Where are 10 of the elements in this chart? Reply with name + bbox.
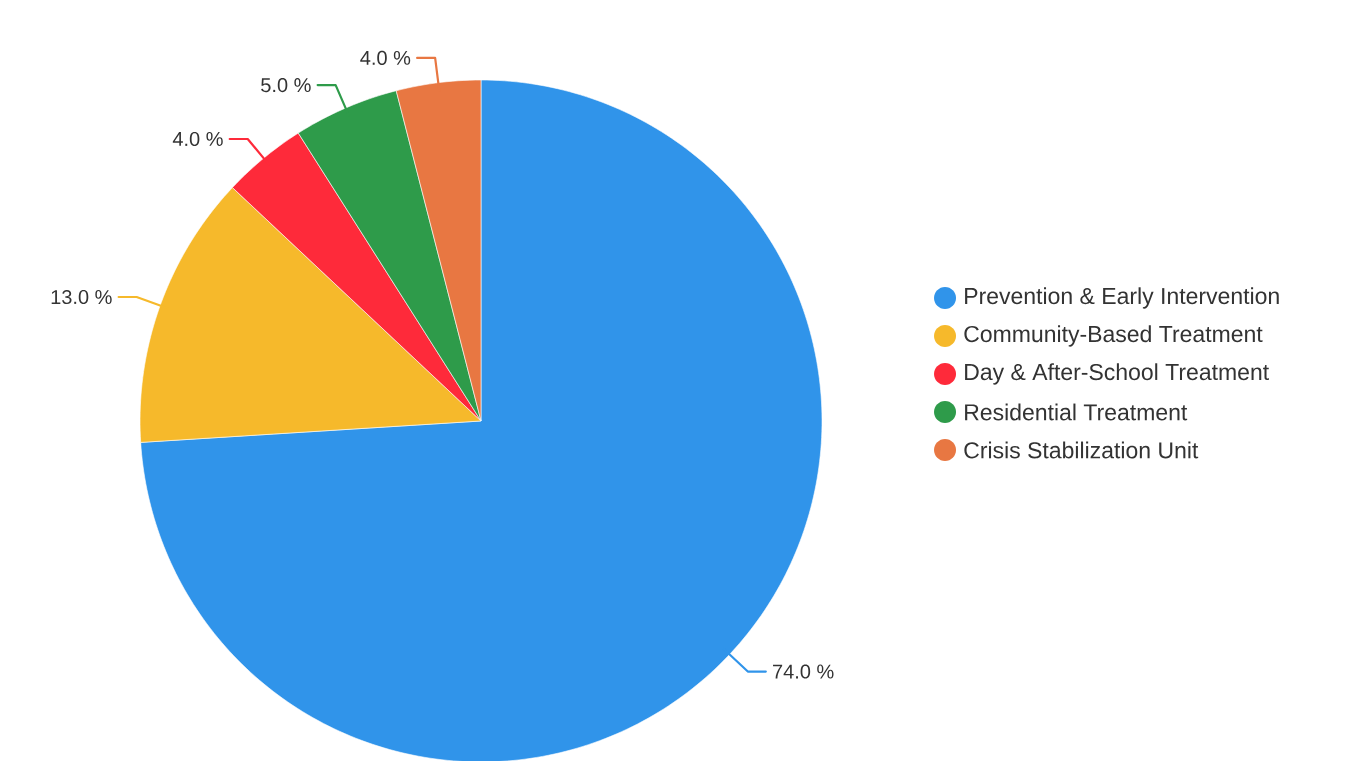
legend-label: Community-Based Treatment <box>964 325 1263 347</box>
legend-label: Day & After-School Treatment <box>965 363 1269 385</box>
data-label: 4.0 % <box>360 50 411 65</box>
data-label: 4.0 % <box>172 131 223 147</box>
legend-label: Prevention & Early Intervention <box>965 287 1279 309</box>
data-label: 13.0 % <box>51 289 112 305</box>
legend-label: Residential Treatment <box>965 403 1188 421</box>
legend-label: Crisis Stabilization Unit <box>964 441 1199 459</box>
data-label: 74.0 % <box>773 664 834 679</box>
data-label: 5.0 % <box>261 78 311 93</box>
